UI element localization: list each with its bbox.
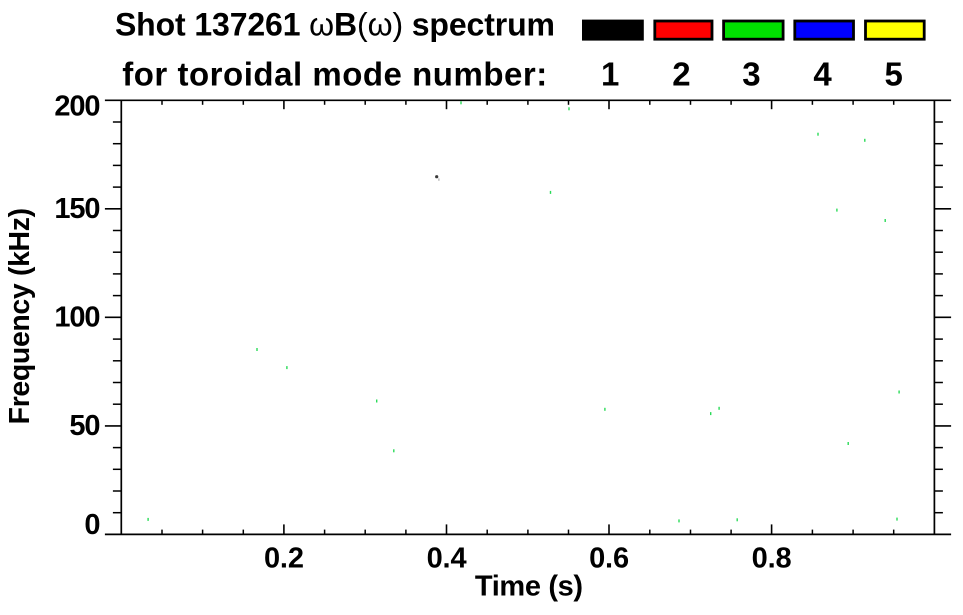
svg-text:for toroidal mode number:: for toroidal mode number:	[122, 55, 548, 92]
svg-text:Shot 137261 ωB(ω) spectrum: Shot 137261 ωB(ω) spectrum	[115, 6, 555, 42]
svg-text:0.6: 0.6	[589, 543, 629, 575]
svg-text:50: 50	[69, 410, 99, 442]
svg-text:0.4: 0.4	[427, 543, 467, 575]
svg-text:100: 100	[54, 301, 99, 333]
svg-text:3: 3	[742, 56, 760, 93]
svg-text:200: 200	[54, 90, 99, 122]
svg-text:150: 150	[54, 193, 99, 225]
svg-text:Frequency (kHz): Frequency (kHz)	[4, 208, 36, 424]
svg-text:2: 2	[672, 56, 690, 93]
svg-text:1: 1	[601, 56, 619, 93]
svg-text:0: 0	[84, 509, 99, 541]
svg-text:4: 4	[813, 56, 832, 93]
svg-text:0.2: 0.2	[264, 543, 304, 575]
svg-text:0.8: 0.8	[752, 543, 792, 575]
svg-text:5: 5	[885, 56, 903, 93]
svg-text:Time (s): Time (s)	[475, 571, 583, 603]
